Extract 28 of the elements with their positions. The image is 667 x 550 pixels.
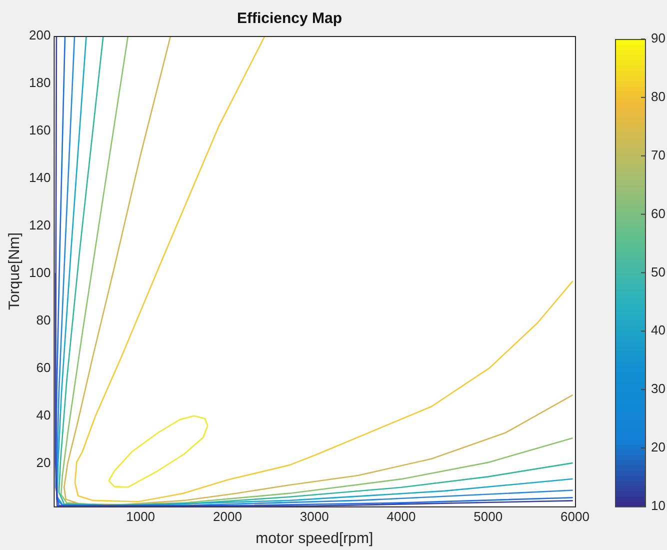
y-tick-label: 60 — [36, 360, 51, 376]
color-bar-label: 70 — [651, 147, 666, 162]
color-bar-label: 90 — [651, 30, 666, 46]
y-tick-label: 160 — [28, 122, 51, 138]
color-bar-label: 60 — [651, 206, 666, 221]
x-tick-label: 3000 — [300, 508, 329, 524]
y-axis-title: Torque[Nm] — [6, 232, 24, 310]
color-bar-label: 40 — [651, 322, 666, 338]
color-bar-label: 80 — [651, 89, 666, 104]
color-bar-label: 10 — [651, 498, 666, 513]
x-tick-label: 1000 — [126, 508, 156, 524]
color-bar-label: 20 — [651, 440, 666, 455]
y-tick-label: 100 — [28, 265, 51, 280]
x-tick-label: 6000 — [560, 508, 590, 524]
y-tick-label: 40 — [36, 408, 51, 423]
x-axis-title: motor speed[rpm] — [256, 530, 374, 548]
y-tick-label: 20 — [36, 455, 51, 470]
x-tick-label: 4000 — [386, 508, 416, 524]
x-tick-label: 5000 — [474, 508, 503, 524]
y-tick-label: 80 — [36, 312, 51, 328]
y-tick-label: 180 — [28, 75, 51, 90]
color-bar-label: 50 — [651, 264, 666, 280]
y-tick-label: 140 — [28, 170, 51, 186]
chart-title: Efficiency Map — [236, 10, 342, 28]
y-tick-label: 200 — [28, 28, 51, 43]
y-tick-label: 120 — [28, 218, 51, 233]
x-tick-label: 2000 — [213, 508, 242, 524]
color-bar-label: 30 — [651, 381, 666, 396]
